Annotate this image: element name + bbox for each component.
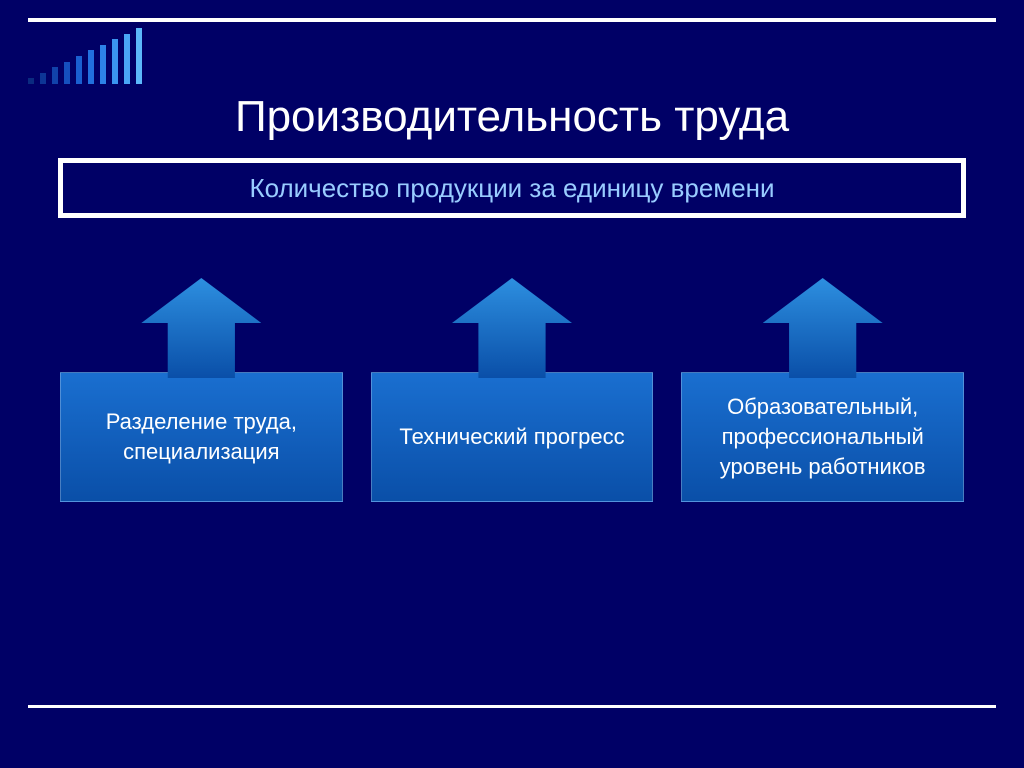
factor-label: Технический прогресс xyxy=(399,422,624,452)
arrow-wrap xyxy=(452,268,572,378)
factor-item: Образовательный, профессиональный уровен… xyxy=(681,268,964,502)
arrow-wrap xyxy=(763,268,883,378)
factor-label: Разделение труда, специализация xyxy=(71,407,332,466)
page-title: Производительность труда xyxy=(0,92,1024,142)
up-arrow-icon xyxy=(141,278,261,378)
arrow-wrap xyxy=(141,268,261,378)
subtitle-text: Количество продукции за единицу времени xyxy=(249,173,774,204)
factor-box: Разделение труда, специализация xyxy=(60,372,343,502)
factor-box: Технический прогресс xyxy=(371,372,654,502)
up-arrow-icon xyxy=(452,278,572,378)
subtitle-box: Количество продукции за единицу времени xyxy=(58,158,966,218)
up-arrow-icon xyxy=(763,278,883,378)
decor-vbars xyxy=(28,28,142,84)
top-rule xyxy=(28,18,996,22)
bottom-rule xyxy=(28,705,996,708)
factor-item: Технический прогресс xyxy=(371,268,654,502)
factor-box: Образовательный, профессиональный уровен… xyxy=(681,372,964,502)
factor-item: Разделение труда, специализация xyxy=(60,268,343,502)
factor-label: Образовательный, профессиональный уровен… xyxy=(692,392,953,481)
factors-row: Разделение труда, специализация Техничес… xyxy=(60,268,964,502)
